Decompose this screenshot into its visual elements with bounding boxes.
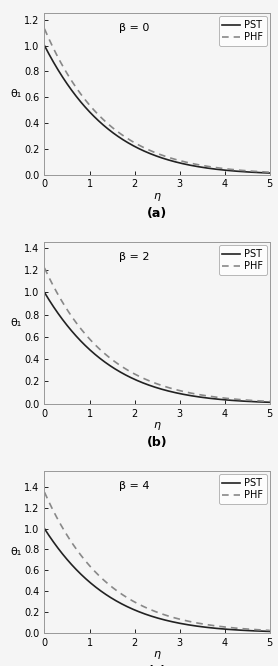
- Line: PHF: PHF: [44, 268, 270, 402]
- PST: [150, 382, 153, 390]
- Text: (a): (a): [147, 207, 167, 220]
- Text: (b): (b): [147, 436, 167, 449]
- PST: [165, 616, 168, 624]
- PHF: [268, 398, 271, 406]
- X-axis label: η: η: [153, 649, 161, 659]
- PHF: [151, 607, 155, 615]
- PST: [165, 386, 168, 394]
- X-axis label: η: η: [153, 420, 161, 430]
- PST: [150, 612, 153, 620]
- PST: [151, 613, 155, 621]
- PHF: [43, 488, 46, 496]
- PST: [263, 168, 266, 176]
- PST: [268, 627, 271, 635]
- PST: [151, 382, 155, 390]
- PHF: [227, 394, 231, 402]
- PHF: [268, 168, 271, 176]
- Line: PHF: PHF: [44, 492, 270, 631]
- Line: PST: PST: [44, 45, 270, 173]
- PHF: [150, 378, 153, 386]
- PST: [177, 619, 180, 627]
- X-axis label: η: η: [153, 191, 161, 201]
- Legend: PST, PHF: PST, PHF: [219, 245, 267, 275]
- Y-axis label: θ₁: θ₁: [10, 89, 21, 99]
- Line: PHF: PHF: [44, 29, 270, 172]
- Y-axis label: θ₁: θ₁: [10, 318, 21, 328]
- PHF: [150, 606, 153, 614]
- PHF: [165, 611, 168, 619]
- PST: [227, 166, 231, 174]
- PST: [43, 41, 46, 49]
- PHF: [263, 168, 266, 176]
- Legend: PST, PHF: PST, PHF: [219, 474, 267, 504]
- PST: [165, 155, 168, 163]
- PHF: [263, 626, 266, 634]
- Text: (c): (c): [148, 665, 167, 666]
- PST: [263, 627, 266, 635]
- PHF: [43, 25, 46, 33]
- PST: [151, 151, 155, 159]
- PST: [227, 396, 231, 404]
- Text: β = 4: β = 4: [119, 481, 150, 491]
- PST: [177, 390, 180, 398]
- PST: [268, 398, 271, 406]
- PST: [177, 159, 180, 166]
- Text: β = 0: β = 0: [119, 23, 150, 33]
- PHF: [268, 627, 271, 635]
- Line: PST: PST: [44, 292, 270, 402]
- PST: [43, 525, 46, 533]
- PHF: [177, 386, 180, 394]
- PHF: [151, 148, 155, 156]
- Text: β = 2: β = 2: [119, 252, 150, 262]
- PHF: [227, 623, 231, 631]
- PHF: [177, 615, 180, 623]
- PHF: [227, 165, 231, 173]
- PST: [150, 150, 153, 158]
- Y-axis label: θ₁: θ₁: [10, 547, 21, 557]
- PHF: [263, 397, 266, 405]
- PHF: [165, 153, 168, 161]
- PHF: [43, 264, 46, 272]
- PHF: [177, 157, 180, 165]
- Line: PST: PST: [44, 529, 270, 631]
- Legend: PST, PHF: PST, PHF: [219, 16, 267, 46]
- PST: [268, 169, 271, 177]
- PST: [43, 288, 46, 296]
- PST: [227, 625, 231, 633]
- PHF: [151, 378, 155, 386]
- PHF: [150, 147, 153, 155]
- PHF: [165, 383, 168, 391]
- PST: [263, 398, 266, 406]
